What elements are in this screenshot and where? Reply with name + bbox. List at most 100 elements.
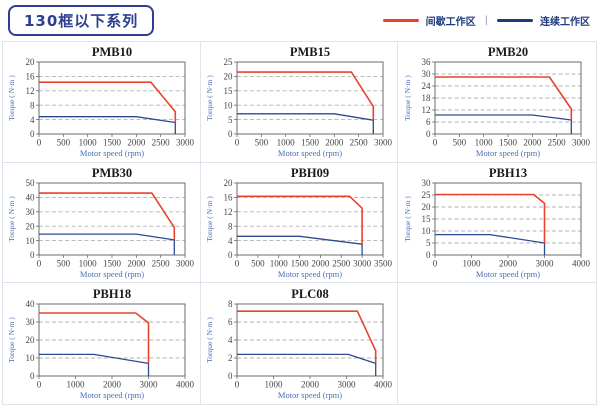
chart-plc08: PLC08 0 2 4 6 8 0 1000 2000 3000 4000 Motor speed (… [205, 287, 393, 400]
x-tick-label: 1000 [270, 258, 289, 268]
y-tick-label: 4 [228, 335, 233, 345]
y-tick-label: 0 [228, 250, 233, 260]
y-tick-label: 16 [223, 192, 233, 202]
y-tick-label: 0 [426, 250, 431, 260]
y-tick-label: 20 [26, 335, 36, 345]
x-axis-label: Motor speed (rpm) [278, 390, 342, 400]
y-tick-label: 10 [26, 353, 36, 363]
chart-cell-pmb30: PMB30 0 10 20 30 40 50 0 500 1000 1500 2000 2500 3000… [3, 162, 201, 284]
y-tick-label: 10 [26, 235, 36, 245]
y-tick-label: 12 [26, 86, 35, 96]
x-tick-label: 3000 [374, 137, 393, 147]
header: 130框以下系列 间歇工作区 | 连续工作区 [0, 0, 600, 41]
x-axis-label: Motor speed (rpm) [80, 148, 144, 158]
y-tick-label: 30 [26, 317, 36, 327]
series-continuous [435, 233, 546, 255]
chart-title: PBH18 [93, 287, 131, 301]
y-axis-label: Torque ( N·m ) [205, 75, 214, 121]
x-tick-label: 2500 [548, 137, 567, 147]
x-tick-label: 1500 [103, 137, 122, 147]
x-tick-label: 500 [255, 137, 269, 147]
y-axis-label: Torque ( N·m ) [403, 75, 412, 121]
x-tick-label: 2500 [152, 137, 171, 147]
y-axis-label: Torque ( N·m ) [7, 75, 16, 121]
x-tick-label: 1000 [67, 379, 86, 389]
y-tick-label: 30 [422, 69, 432, 79]
x-tick-label: 1500 [301, 137, 320, 147]
x-tick-label: 1000 [277, 137, 296, 147]
legend-label-intermittent: 间歇工作区 [425, 17, 476, 28]
x-axis-label: Motor speed (rpm) [476, 269, 540, 279]
x-tick-label: 2000 [301, 379, 320, 389]
x-axis-label: Motor speed (rpm) [476, 148, 540, 158]
plot-area [434, 182, 582, 255]
y-tick-label: 0 [30, 250, 35, 260]
chart-title: PLC08 [291, 287, 329, 301]
x-tick-label: 2000 [311, 258, 330, 268]
legend-label-continuous: 连续工作区 [540, 17, 590, 28]
legend-swatch-continuous-icon [497, 19, 533, 22]
x-tick-label: 500 [453, 137, 467, 147]
y-axis-label: Torque ( N·m ) [403, 195, 412, 241]
chart-pbh18: PBH18 0 10 20 30 40 0 1000 2000 3000 4000 Motor spe… [7, 287, 195, 400]
y-tick-label: 25 [422, 190, 432, 200]
y-tick-label: 8 [228, 299, 233, 309]
x-tick-label: 2500 [350, 137, 369, 147]
y-tick-label: 20 [422, 202, 432, 212]
x-tick-label: 0 [235, 258, 240, 268]
chart-title: PMB30 [92, 166, 132, 180]
x-tick-label: 4000 [572, 258, 591, 268]
chart-cell-pbh09: PBH09 0 4 8 12 16 20 0 500 1000 1500 2000 2500 3000 35… [200, 162, 399, 284]
legend-separator: | [484, 15, 488, 26]
series-intermittent [39, 311, 150, 364]
x-tick-label: 3000 [176, 258, 195, 268]
x-axis-label: Motor speed (rpm) [80, 269, 144, 279]
y-tick-label: 0 [30, 129, 35, 139]
series-continuous [236, 353, 377, 376]
chart-title: PBH09 [291, 166, 329, 180]
x-tick-label: 1000 [79, 258, 98, 268]
y-tick-label: 5 [426, 238, 431, 248]
y-tick-label: 10 [422, 226, 432, 236]
x-tick-label: 2000 [128, 137, 147, 147]
y-tick-label: 12 [223, 207, 232, 217]
y-axis-label: Torque ( N·m ) [205, 195, 214, 241]
y-tick-label: 24 [422, 81, 432, 91]
x-axis-label: Motor speed (rpm) [278, 269, 342, 279]
series-intermittent [236, 194, 363, 244]
x-tick-label: 0 [433, 137, 438, 147]
x-tick-label: 2000 [523, 137, 542, 147]
x-tick-label: 4000 [176, 379, 195, 389]
x-tick-label: 2000 [128, 258, 147, 268]
y-tick-label: 20 [223, 71, 233, 81]
series-intermittent [236, 310, 377, 364]
chart-cell-pbh18: PBH18 0 10 20 30 40 0 1000 2000 3000 4000 Motor spe… [3, 283, 201, 404]
y-axis-label: Torque ( N·m ) [7, 316, 16, 362]
x-tick-label: 1000 [463, 258, 482, 268]
chart-grid: PMB10 0 4 8 12 16 20 0 500 1000 1500 2000 2500 3000 Mo… [2, 41, 597, 405]
x-tick-label: 1500 [291, 258, 310, 268]
chart-title: PMB20 [488, 45, 528, 59]
x-axis-label: Motor speed (rpm) [278, 148, 342, 158]
y-tick-label: 16 [26, 71, 36, 81]
y-tick-label: 0 [228, 371, 233, 381]
y-tick-label: 18 [422, 93, 432, 103]
y-tick-label: 30 [26, 207, 36, 217]
plot-area [38, 303, 186, 377]
y-axis-label: Torque ( N·m ) [205, 316, 214, 362]
x-tick-label: 2000 [103, 379, 122, 389]
x-tick-label: 3500 [374, 258, 393, 268]
plot-area [236, 182, 384, 255]
plot-area [236, 61, 384, 135]
legend-swatch-intermittent-icon [382, 19, 419, 22]
x-tick-label: 1000 [264, 379, 283, 389]
chart-cell-pbh13: PBH13 0 5 10 15 20 25 30 0 1000 2000 3000 4000 Motor … [398, 163, 596, 284]
x-tick-label: 0 [235, 137, 240, 147]
x-tick-label: 0 [37, 137, 42, 147]
y-tick-label: 10 [223, 100, 233, 110]
x-tick-label: 3000 [536, 258, 555, 268]
chart-cell-empty [398, 283, 596, 404]
y-tick-label: 15 [223, 86, 233, 96]
x-tick-label: 2000 [499, 258, 518, 268]
